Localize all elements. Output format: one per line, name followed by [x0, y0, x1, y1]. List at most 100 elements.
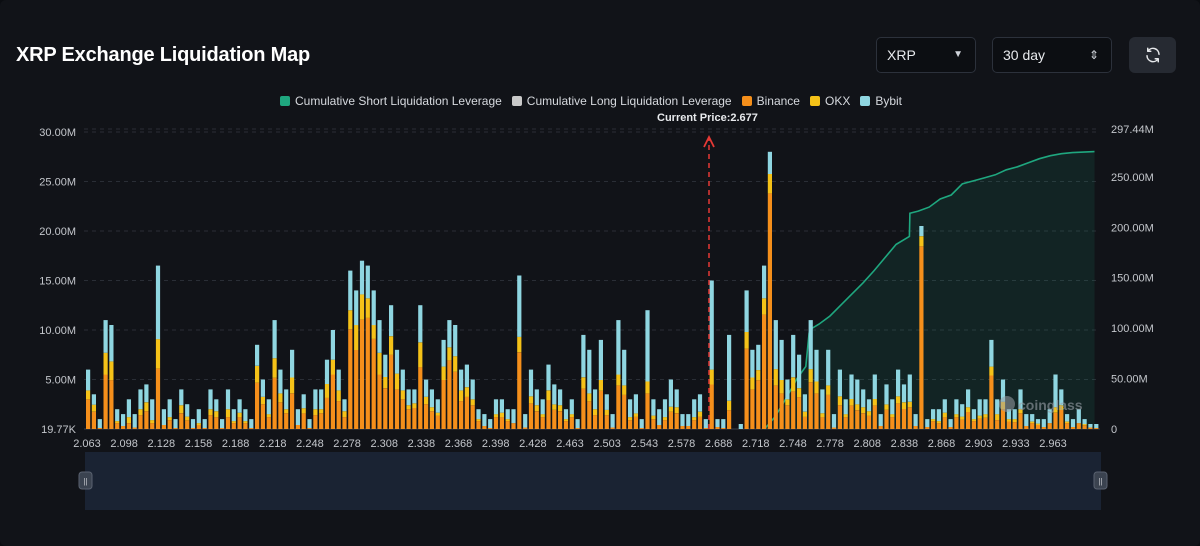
bybit-bar: [354, 290, 359, 326]
bybit-bar: [255, 344, 260, 366]
binance-bar: [214, 417, 219, 429]
okx-bar: [429, 407, 434, 412]
bybit-bar: [692, 399, 697, 418]
binance-bar: [464, 396, 469, 429]
okx-bar: [849, 399, 854, 406]
binance-bar: [814, 393, 819, 429]
binance-bar: [418, 367, 423, 429]
okx-bar: [674, 407, 679, 414]
binance-bar: [901, 409, 907, 429]
binance-bar: [161, 425, 166, 429]
okx-bar: [662, 417, 668, 421]
x-tick-label: 2.778: [816, 438, 844, 450]
legend-item-binance[interactable]: Binance: [741, 94, 800, 108]
bybit-bar: [97, 419, 102, 428]
bybit-bar: [91, 394, 96, 405]
bybit-bar: [721, 419, 726, 428]
binance-bar: [645, 393, 650, 429]
binance-bar: [249, 428, 254, 429]
legend-item-short[interactable]: Cumulative Short Liquidation Leverage: [280, 94, 502, 108]
okx-bar: [499, 412, 504, 418]
binance-bar: [861, 413, 866, 429]
okx-bar: [447, 347, 452, 361]
right-tick-label: 150.00M: [1111, 273, 1154, 285]
bybit-bar: [1006, 409, 1011, 420]
binance-bar: [878, 426, 883, 429]
legend-swatch: [860, 96, 871, 106]
binance-bar: [808, 382, 813, 429]
bybit-bar: [785, 379, 790, 400]
binance-bar: [989, 375, 994, 429]
symbol-select[interactable]: XRP ▼: [876, 37, 976, 73]
zoom-handle-right: [1093, 471, 1108, 490]
okx-bar: [727, 400, 732, 411]
bybit-bar: [744, 290, 749, 332]
bybit-bar: [121, 414, 126, 426]
okx-bar: [942, 412, 947, 418]
binance-bar: [802, 416, 807, 429]
okx-bar: [453, 356, 458, 372]
bybit-bar: [983, 399, 988, 415]
refresh-button[interactable]: [1129, 37, 1176, 73]
range-select[interactable]: 30 day ⇕: [992, 37, 1112, 73]
bybit-bar: [424, 379, 429, 397]
binance-bar: [773, 385, 778, 429]
okx-bar: [587, 393, 592, 402]
binance-bar: [866, 415, 872, 429]
right-tick-label: 50.00M: [1111, 374, 1148, 386]
bybit-bar: [727, 334, 732, 401]
caret-down-icon: ▼: [953, 49, 963, 60]
binance-bar: [359, 319, 365, 429]
binance-bar: [220, 428, 225, 429]
x-tick-label: 2.578: [668, 438, 696, 450]
bar-group: [86, 151, 1099, 429]
bybit-bar: [960, 404, 965, 417]
okx-bar: [791, 377, 796, 392]
okx-bar: [208, 409, 213, 416]
binance-bar: [971, 421, 976, 429]
bybit-bar: [348, 270, 353, 311]
bybit-bar: [756, 344, 761, 370]
bybit-bar: [231, 409, 236, 422]
legend-item-okx[interactable]: OKX: [809, 94, 850, 108]
bybit-bar: [109, 325, 114, 362]
binance-bar: [1012, 422, 1017, 429]
binance-bar: [995, 420, 1000, 429]
legend-item-bybit[interactable]: Bybit: [860, 94, 902, 108]
binance-bar: [313, 415, 318, 429]
legend-item-long[interactable]: Cumulative Long Liquidation Leverage: [511, 94, 732, 108]
okx-bar: [86, 390, 91, 400]
binance-bar: [797, 397, 802, 429]
x-tick-label: 2.368: [445, 438, 473, 450]
okx-bar: [1030, 421, 1035, 424]
zoom-slider[interactable]: || ||: [78, 452, 1108, 510]
okx-bar: [971, 419, 976, 422]
bybit-bar: [400, 369, 405, 391]
binance-bar: [348, 329, 353, 429]
okx-bar: [534, 405, 539, 412]
bybit-bar: [820, 389, 825, 414]
bybit-bar: [435, 399, 440, 413]
okx-bar: [138, 409, 143, 416]
x-tick-label: 2.098: [110, 438, 138, 450]
left-tick-label: 20.00M: [39, 226, 76, 238]
binance-bar: [1065, 423, 1070, 429]
okx-bar: [808, 369, 813, 383]
coinglass-watermark: coinglass: [999, 396, 1083, 413]
legend-label: Bybit: [875, 94, 903, 108]
binance-bar: [400, 399, 405, 429]
bybit-bar: [954, 399, 959, 415]
okx-bar: [1059, 405, 1064, 410]
okx-bar: [820, 413, 825, 418]
x-tick-label: 2.903: [965, 438, 993, 450]
bybit-bar: [190, 419, 196, 428]
binance-bar: [406, 409, 411, 429]
current-price-marker: Current Price:2.677: [657, 112, 758, 429]
okx-bar: [517, 336, 522, 353]
binance-bar: [266, 417, 271, 429]
okx-bar: [330, 359, 335, 375]
okx-bar: [1065, 421, 1070, 424]
handle-grip-icon: ||: [83, 477, 87, 486]
binance-bar: [126, 423, 131, 429]
binance-bar: [383, 388, 388, 429]
